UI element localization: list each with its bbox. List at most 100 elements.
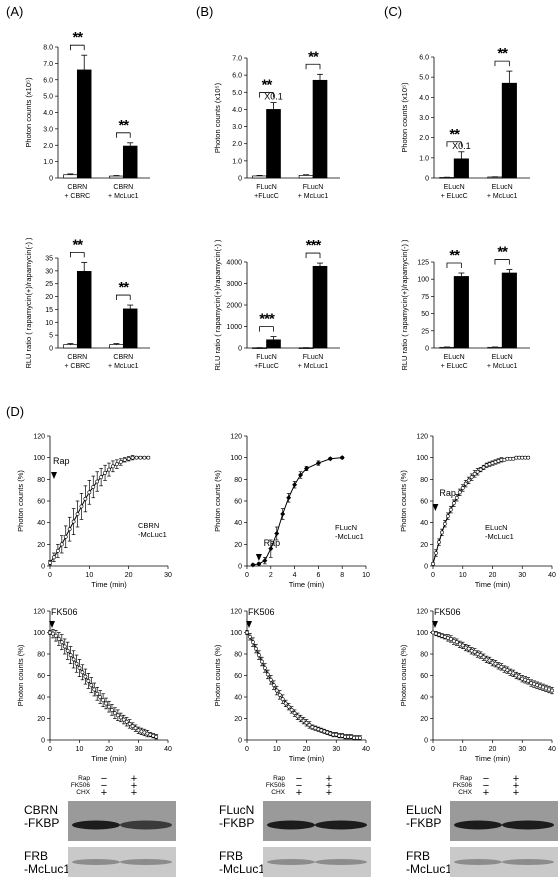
y-tick-label: 5 bbox=[49, 333, 53, 340]
bar-control bbox=[487, 346, 503, 349]
y-tick-label: 5.0 bbox=[43, 94, 53, 101]
x-tick-label: 40 bbox=[164, 746, 172, 753]
significance-marker: ** bbox=[262, 77, 273, 94]
y-tick-label: 3.0 bbox=[43, 126, 53, 133]
x-category-label: CBRN + CBRC bbox=[64, 354, 90, 370]
data-point bbox=[114, 462, 119, 467]
bar-control bbox=[63, 174, 78, 179]
y-tick-label: 80 bbox=[234, 477, 242, 484]
blot-sign: + bbox=[131, 787, 137, 799]
significance-marker: ** bbox=[497, 244, 508, 261]
significance-marker: ** bbox=[118, 117, 129, 134]
significance-bracket bbox=[259, 326, 274, 332]
treatment-marker-label: Rap bbox=[53, 456, 70, 466]
series-line bbox=[432, 457, 529, 564]
data-point bbox=[289, 708, 294, 712]
data-point bbox=[259, 659, 264, 664]
data-point bbox=[466, 478, 471, 483]
blot-condition-label: Rap bbox=[78, 775, 90, 782]
y-tick-label: 3.0 bbox=[419, 115, 429, 122]
y-axis-label: Photon counts (%) bbox=[16, 644, 25, 706]
x-tick-label: 0 bbox=[431, 572, 435, 579]
construct-label: CBRN -McLuc1 bbox=[138, 521, 167, 539]
y-tick-label: 120 bbox=[33, 609, 45, 616]
y-tick-label: 20 bbox=[45, 294, 53, 301]
x-tick-label: 30 bbox=[518, 746, 526, 753]
data-point bbox=[268, 546, 274, 552]
x-tick-label: 10 bbox=[459, 572, 467, 579]
y-tick-label: 0 bbox=[238, 176, 242, 183]
x-tick-label: 30 bbox=[164, 572, 172, 579]
x-tick-label: 30 bbox=[135, 746, 143, 753]
data-point bbox=[280, 697, 285, 702]
significance-marker: ** bbox=[449, 247, 460, 264]
blot-condition-label: CHX bbox=[458, 789, 472, 796]
data-point bbox=[526, 678, 531, 683]
chart-c-bottom: 0 25 50 75 100 125 RLU ratio ( rapamycin(+)/ra… bbox=[400, 239, 530, 371]
significance-marker: ** bbox=[497, 45, 508, 62]
data-point bbox=[256, 653, 261, 657]
data-point bbox=[54, 633, 58, 638]
blot-condition-label: FK506 bbox=[266, 782, 286, 789]
data-point bbox=[146, 455, 151, 460]
bar-treated bbox=[453, 276, 469, 349]
data-point bbox=[59, 542, 64, 547]
blot-label-mcluc1: FRB -McLuc1 bbox=[24, 849, 70, 876]
data-point bbox=[487, 658, 492, 663]
x-axis-label: Time (min) bbox=[475, 580, 511, 589]
blot-sign: + bbox=[101, 787, 107, 799]
construct-label: ELucN -McLuc1 bbox=[485, 523, 514, 541]
y-axis-label: Photon counts (x10⁵) bbox=[24, 77, 33, 148]
x-category-label: CBRN + CBRC bbox=[64, 184, 90, 200]
blot-membrane-top bbox=[263, 801, 371, 841]
data-point bbox=[154, 734, 159, 739]
y-tick-label: 60 bbox=[420, 499, 428, 506]
panel-letter-a: (A) bbox=[6, 4, 23, 19]
data-point bbox=[304, 466, 309, 471]
data-point bbox=[478, 653, 483, 657]
significance-marker: ** bbox=[308, 48, 319, 65]
x-tick-label: 40 bbox=[548, 572, 556, 579]
y-tick-label: 4.0 bbox=[43, 110, 53, 117]
treatment-arrow bbox=[432, 504, 439, 511]
blot-band bbox=[315, 859, 367, 865]
treatment-arrow bbox=[255, 554, 262, 561]
y-tick-label: 60 bbox=[37, 499, 45, 506]
data-point bbox=[292, 482, 298, 488]
data-point bbox=[124, 719, 129, 724]
data-point bbox=[74, 661, 79, 666]
data-point bbox=[505, 668, 510, 673]
blot-sign: − bbox=[296, 780, 302, 792]
data-point bbox=[550, 688, 554, 693]
data-point bbox=[283, 701, 288, 706]
data-point bbox=[298, 472, 304, 478]
blot-band bbox=[120, 859, 172, 865]
y-axis-label: Photon counts (%) bbox=[399, 644, 408, 706]
y-tick-label: 6.0 bbox=[232, 73, 242, 80]
y-axis-label: RLU ratio ( rapamycin(+)/rapamycin(-) ) bbox=[24, 237, 33, 369]
blot-band bbox=[315, 820, 367, 830]
y-tick-label: 0 bbox=[238, 564, 242, 571]
bar-control bbox=[63, 344, 78, 349]
blot-label-mcluc1: FRB -McLuc1 bbox=[406, 849, 452, 876]
y-tick-label: 120 bbox=[230, 434, 242, 441]
data-point bbox=[75, 512, 80, 516]
y-tick-label: 7.0 bbox=[232, 56, 242, 63]
x-axis-label: Time (min) bbox=[91, 580, 127, 589]
y-tick-label: 1.0 bbox=[43, 159, 53, 166]
data-point bbox=[262, 666, 267, 670]
y-tick-label: 4.0 bbox=[232, 107, 242, 114]
data-point bbox=[304, 720, 309, 725]
data-point bbox=[454, 640, 459, 645]
x-tick-label: 0 bbox=[431, 746, 435, 753]
x-category-label: CBRN + McLuc1 bbox=[108, 354, 139, 370]
significance-bracket bbox=[70, 44, 85, 51]
data-point bbox=[245, 630, 249, 635]
chart-d-rap-elucn: 0 20 40 60 80 100 120 Photon counts (%) 0 10 20 30 4… bbox=[399, 434, 556, 590]
significance-bracket bbox=[305, 63, 321, 70]
x-axis-label: Time (min) bbox=[289, 754, 325, 763]
blot-sign: + bbox=[513, 787, 519, 799]
